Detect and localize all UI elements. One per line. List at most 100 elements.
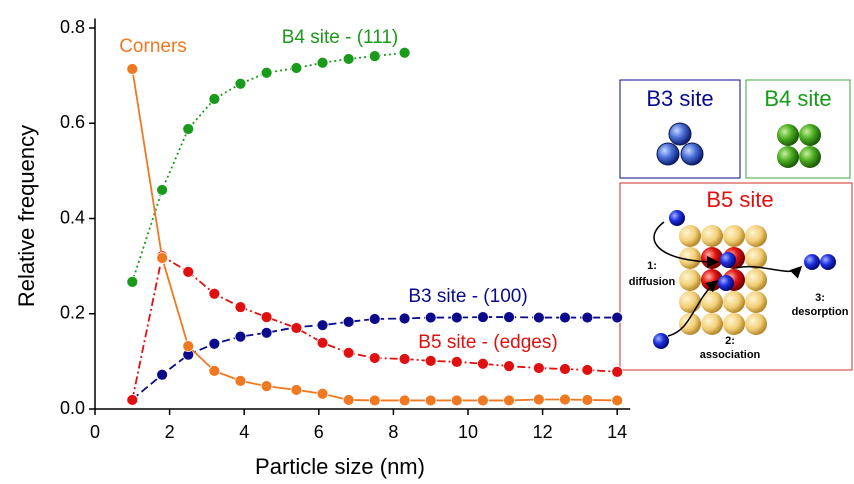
point <box>209 365 220 376</box>
point <box>533 312 544 323</box>
point <box>369 395 380 406</box>
point <box>477 312 488 323</box>
point <box>533 394 544 405</box>
point <box>612 395 623 406</box>
point <box>504 395 515 406</box>
gold-atom <box>679 313 701 335</box>
b5-title: B5 site <box>706 187 773 212</box>
point <box>261 67 272 78</box>
point <box>157 369 168 380</box>
gold-atom <box>701 225 723 247</box>
point <box>369 353 380 364</box>
point <box>559 363 570 374</box>
point <box>399 313 410 324</box>
x-tick-label: 10 <box>458 422 478 442</box>
point <box>533 363 544 374</box>
point <box>183 341 194 352</box>
point <box>291 384 302 395</box>
gold-atom <box>723 313 745 335</box>
point <box>504 361 515 372</box>
b4-title: B4 site <box>764 86 831 111</box>
x-tick-label: 14 <box>607 422 627 442</box>
point <box>209 288 220 299</box>
y-axis-title: Relative frequency <box>14 125 39 307</box>
point <box>235 375 246 386</box>
inset-diagram: B3 site B4 site B5 site 1: diffusion 2: … <box>620 80 852 370</box>
gold-atom <box>745 247 767 269</box>
atom <box>718 275 734 291</box>
point <box>127 394 138 405</box>
atom <box>653 333 669 349</box>
gold-atom <box>745 225 767 247</box>
b3-title: B3 site <box>646 86 713 111</box>
series-line <box>132 53 404 282</box>
gold-atom <box>723 225 745 247</box>
point <box>317 57 328 68</box>
y-tick-label: 0.8 <box>60 17 85 37</box>
step-label: association <box>700 349 761 361</box>
x-tick-label: 0 <box>90 422 100 442</box>
x-tick-label: 12 <box>533 422 553 442</box>
point <box>343 394 354 405</box>
point <box>183 123 194 134</box>
page: Particle size (nm) Relative frequency B3… <box>0 0 854 484</box>
gold-atom <box>745 291 767 313</box>
point <box>612 366 623 377</box>
series-label: Corners <box>119 36 187 57</box>
point <box>369 51 380 62</box>
point <box>209 338 220 349</box>
atom <box>804 254 820 270</box>
point <box>425 355 436 366</box>
series-label: B4 site - (111) <box>282 27 399 48</box>
point <box>291 63 302 74</box>
point <box>477 395 488 406</box>
point <box>291 323 302 334</box>
point <box>451 395 462 406</box>
step-label: desorption <box>792 306 849 318</box>
point <box>261 327 272 338</box>
series-label: B3 site - (100) <box>408 286 527 307</box>
point <box>425 395 436 406</box>
point <box>157 253 168 264</box>
point <box>399 353 410 364</box>
point <box>183 266 194 277</box>
b4-icon <box>777 124 821 168</box>
point <box>559 394 570 405</box>
y-tick-label: 0.2 <box>60 303 85 323</box>
point <box>343 316 354 327</box>
point <box>317 337 328 348</box>
x-tick-label: 4 <box>239 422 249 442</box>
gold-atom <box>679 291 701 313</box>
gold-atom <box>745 313 767 335</box>
point <box>209 93 220 104</box>
point <box>582 312 593 323</box>
point <box>582 364 593 375</box>
point <box>477 358 488 369</box>
point <box>317 388 328 399</box>
point <box>369 313 380 324</box>
y-tick-label: 0.6 <box>60 112 85 132</box>
point <box>399 47 410 58</box>
series-line <box>132 256 617 400</box>
y-tick-label: 0.0 <box>60 398 85 418</box>
chart: Particle size (nm) Relative frequency B3… <box>0 0 854 484</box>
step-label: diffusion <box>629 276 676 288</box>
gold-atom <box>679 247 701 269</box>
gold-atom <box>679 269 701 291</box>
atom <box>720 252 736 268</box>
point <box>343 53 354 64</box>
x-tick-label: 6 <box>314 422 324 442</box>
x-tick-label: 2 <box>165 422 175 442</box>
point <box>127 63 138 74</box>
x-tick-label: 8 <box>388 422 398 442</box>
series-label: B5 site - (edges) <box>418 332 557 353</box>
gold-atom <box>723 291 745 313</box>
point <box>235 78 246 89</box>
b3-icon <box>657 123 703 165</box>
point <box>425 312 436 323</box>
gold-atom <box>745 269 767 291</box>
x-axis-title: Particle size (nm) <box>255 454 425 479</box>
y-tick-label: 0.4 <box>60 207 85 227</box>
point <box>235 302 246 313</box>
point <box>582 394 593 405</box>
